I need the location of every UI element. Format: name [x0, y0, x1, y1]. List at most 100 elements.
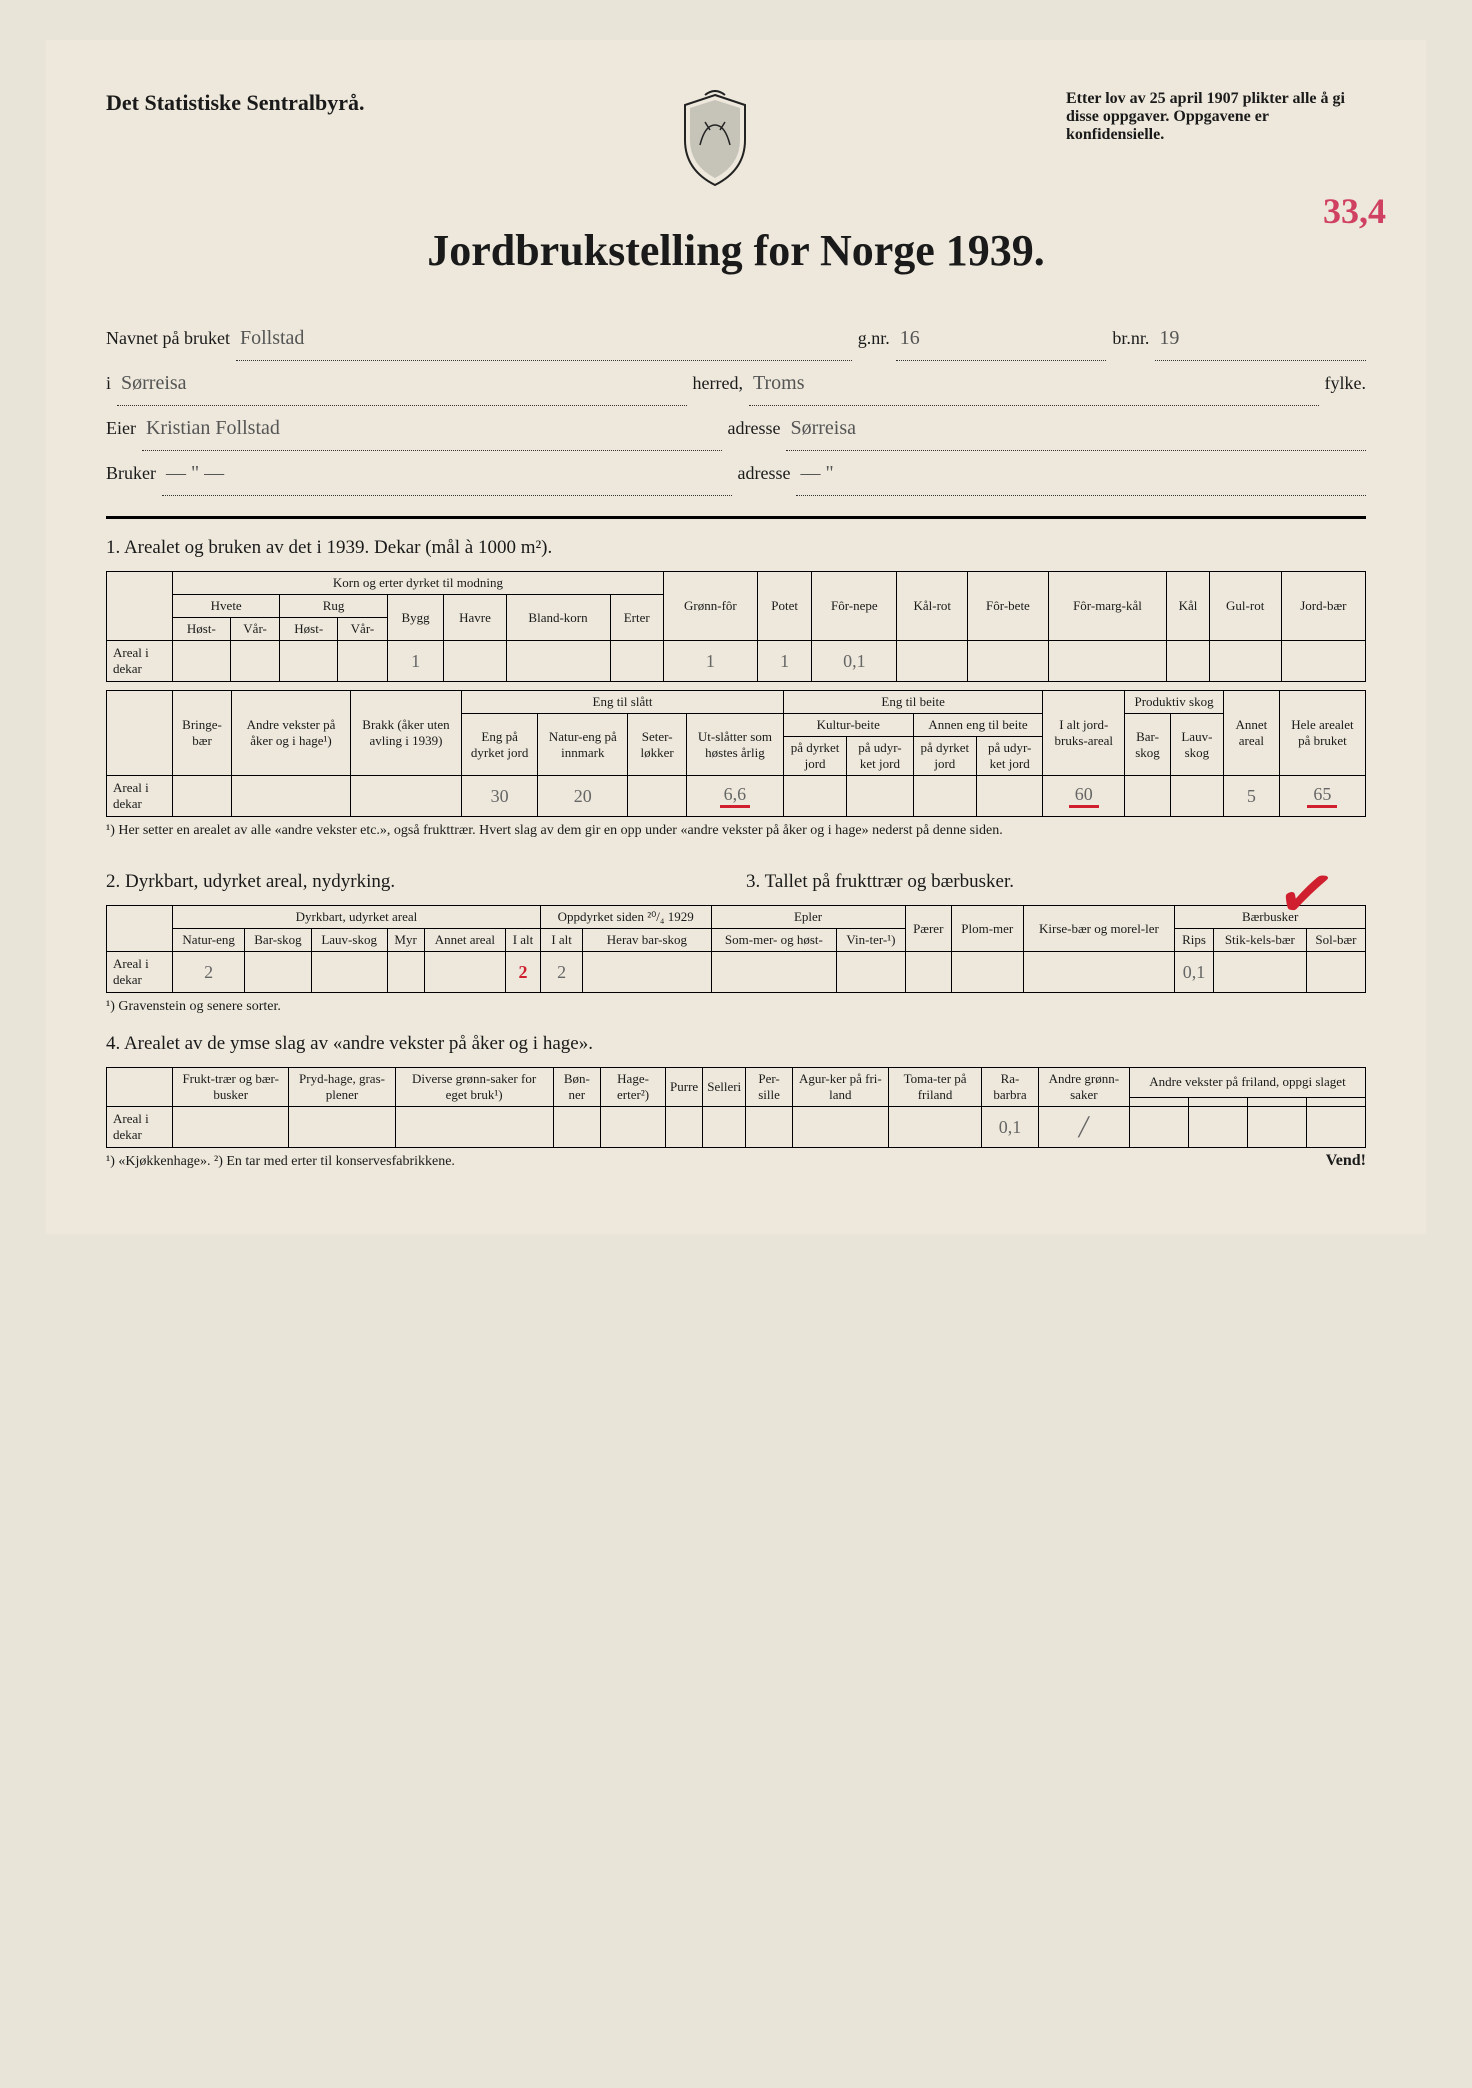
row-label: Areal i dekar — [107, 952, 173, 993]
handwritten-page-number: 33,4 — [1323, 190, 1386, 232]
col-ialt2: I alt — [506, 929, 541, 952]
section4-footnote: ¹) «Kjøkkenhage». ²) En tar med erter ti… — [106, 1154, 455, 1170]
col-epler: Epler — [711, 906, 905, 929]
col-selleri: Selleri — [703, 1068, 746, 1107]
col-annenengbeite: Annen eng til beite — [913, 714, 1043, 737]
val-annet: 5 — [1223, 776, 1279, 817]
bruker-adresse-label: adresse — [738, 454, 791, 494]
document-page: Det Statistiske Sentralbyrå. Etter lov a… — [46, 40, 1426, 1234]
section2-footnote: ¹) Gravenstein og senere sorter. — [106, 999, 1366, 1015]
val-ialt3: 2 — [540, 952, 582, 993]
col-prydhage: Pryd-hage, gras-plener — [289, 1068, 395, 1107]
col-diversegronn: Diverse grønn-saker for eget bruk¹) — [395, 1068, 553, 1107]
table-4: Frukt-trær og bær-busker Pryd-hage, gras… — [106, 1067, 1366, 1148]
val-natureng: 20 — [538, 776, 628, 817]
col-barskog: Bar-skog — [1125, 714, 1171, 776]
val-utslatter: 6,6 — [686, 776, 783, 817]
col-sommerhost: Som-mer- og høst- — [711, 929, 837, 952]
col-natureng: Natur-eng på innmark — [538, 714, 628, 776]
table-1b: Bringe-bær Andre vekster på åker og i ha… — [106, 690, 1366, 817]
col-padyrket2: på dyrket jord — [913, 737, 976, 776]
col-agurker: Agur-ker på fri-land — [792, 1068, 888, 1107]
col-bringebaer: Bringe-bær — [173, 691, 232, 776]
i-label: i — [106, 364, 111, 404]
sections-2-3: 2. Dyrkbart, udyrket areal, nydyrking. 3… — [106, 853, 1366, 905]
col-paudyrket2: på udyr-ket jord — [976, 737, 1042, 776]
col-prodskog: Produktiv skog — [1125, 691, 1224, 714]
col-potet: Potet — [757, 572, 811, 641]
col-hvete: Hvete — [173, 595, 280, 618]
col-rabarbra: Ra-barbra — [982, 1068, 1038, 1107]
row-label: Areal i dekar — [107, 776, 173, 817]
col-persille: Per-sille — [746, 1068, 793, 1107]
col-ialtjord: I alt jord-bruks-areal — [1043, 691, 1125, 776]
col-fornepe: Fôr-nepe — [812, 572, 897, 641]
document-title: Jordbrukstelling for Norge 1939. 33,4 — [106, 225, 1366, 276]
col-gronnfor: Grønn-fôr — [663, 572, 757, 641]
table-row: Areal i dekar 0,1 ╱ — [107, 1107, 1366, 1148]
herred-label: herred, — [693, 364, 743, 404]
col-host2: Høst- — [280, 618, 338, 641]
col-host: Høst- — [173, 618, 231, 641]
val-potet: 1 — [757, 641, 811, 682]
col-plommer: Plom-mer — [951, 906, 1023, 952]
col-ialt3: I alt — [540, 929, 582, 952]
agency-name: Det Statistiske Sentralbyrå. — [106, 90, 364, 116]
farm-label: Navnet på bruket — [106, 319, 230, 359]
col-lauvskog2: Lauv-skog — [311, 929, 387, 952]
table-2-3: Dyrkbart, udyrket areal Oppdyrket siden … — [106, 905, 1366, 993]
eier-value: Kristian Follstad — [142, 406, 722, 451]
col-engdyrket: Eng på dyrket jord — [462, 714, 538, 776]
fylke-label: fylke. — [1325, 364, 1366, 404]
col-myr: Myr — [387, 929, 424, 952]
col-heravbar: Herav bar-skog — [583, 929, 711, 952]
col-annet2: Annet areal — [424, 929, 506, 952]
col-var2: Vår- — [338, 618, 388, 641]
bruker-value: — " — — [162, 451, 732, 496]
section4-heading: 4. Arealet av de ymse slag av «andre vek… — [106, 1033, 1366, 1055]
val-ialt: 60 — [1043, 776, 1125, 817]
turn-page-label: Vend! — [1326, 1152, 1366, 1170]
col-padyrket1: på dyrket jord — [783, 737, 846, 776]
col-blandkorn: Bland-korn — [506, 595, 610, 641]
col-vinter: Vin-ter-¹) — [837, 929, 905, 952]
farm-value: Follstad — [236, 316, 852, 361]
herred-value: Troms — [749, 361, 1319, 406]
val-rabarbra: 0,1 — [982, 1107, 1038, 1148]
col-forbete: Fôr-bete — [968, 572, 1048, 641]
i-value: Sørreisa — [117, 361, 687, 406]
bruker-adresse-value: — " — [796, 451, 1366, 496]
col-andregronn: Andre grønn-saker — [1038, 1068, 1129, 1107]
section2-heading: 2. Dyrkbart, udyrket areal, nydyrking. — [106, 871, 726, 893]
brnr-label: br.nr. — [1112, 319, 1149, 359]
header: Det Statistiske Sentralbyrå. Etter lov a… — [106, 90, 1366, 195]
row-label: Areal i dekar — [107, 1107, 173, 1148]
col-natureng2: Natur-eng — [173, 929, 245, 952]
col-kalrot: Kål-rot — [897, 572, 968, 641]
section1-footnote: ¹) Her setter en arealet av alle «andre … — [106, 823, 1366, 839]
col-kirsebaer: Kirse-bær og morel-ler — [1023, 906, 1175, 952]
col-jordbaer: Jord-bær — [1281, 572, 1365, 641]
col-rips: Rips — [1175, 929, 1214, 952]
table-row: Areal i dekar 30 20 6,6 60 5 65 — [107, 776, 1366, 817]
row-label: Areal i dekar — [107, 641, 173, 682]
col-kulturbeite: Kultur-beite — [783, 714, 913, 737]
col-korn: Korn og erter dyrket til modning — [173, 572, 664, 595]
table-row: Areal i dekar 2 2 2 0,1 — [107, 952, 1366, 993]
col-formargkal: Fôr-marg-kål — [1048, 572, 1167, 641]
table-1a: Korn og erter dyrket til modning Grønn-f… — [106, 571, 1366, 682]
bruker-label: Bruker — [106, 454, 156, 494]
col-tomater: Toma-ter på friland — [888, 1068, 982, 1107]
val-natureng2: 2 — [173, 952, 245, 993]
gnr-label: g.nr. — [858, 319, 890, 359]
col-andrefriland: Andre vekster på friland, oppgi slaget — [1130, 1068, 1366, 1098]
section1-heading: 1. Arealet og bruken av det i 1939. Deka… — [106, 537, 1366, 559]
val-rips: 0,1 — [1175, 952, 1214, 993]
section3-heading: 3. Tallet på frukttrær og bærbusker. — [726, 871, 1366, 893]
eier-label: Eier — [106, 409, 136, 449]
form-fields: Navnet på bruket Follstad g.nr. 16 br.nr… — [106, 316, 1366, 496]
table-row: Areal i dekar 1 1 1 0,1 — [107, 641, 1366, 682]
col-lauvskog: Lauv-skog — [1170, 714, 1223, 776]
val-engdyrket: 30 — [462, 776, 538, 817]
col-hageerter: Hage-erter²) — [601, 1068, 666, 1107]
